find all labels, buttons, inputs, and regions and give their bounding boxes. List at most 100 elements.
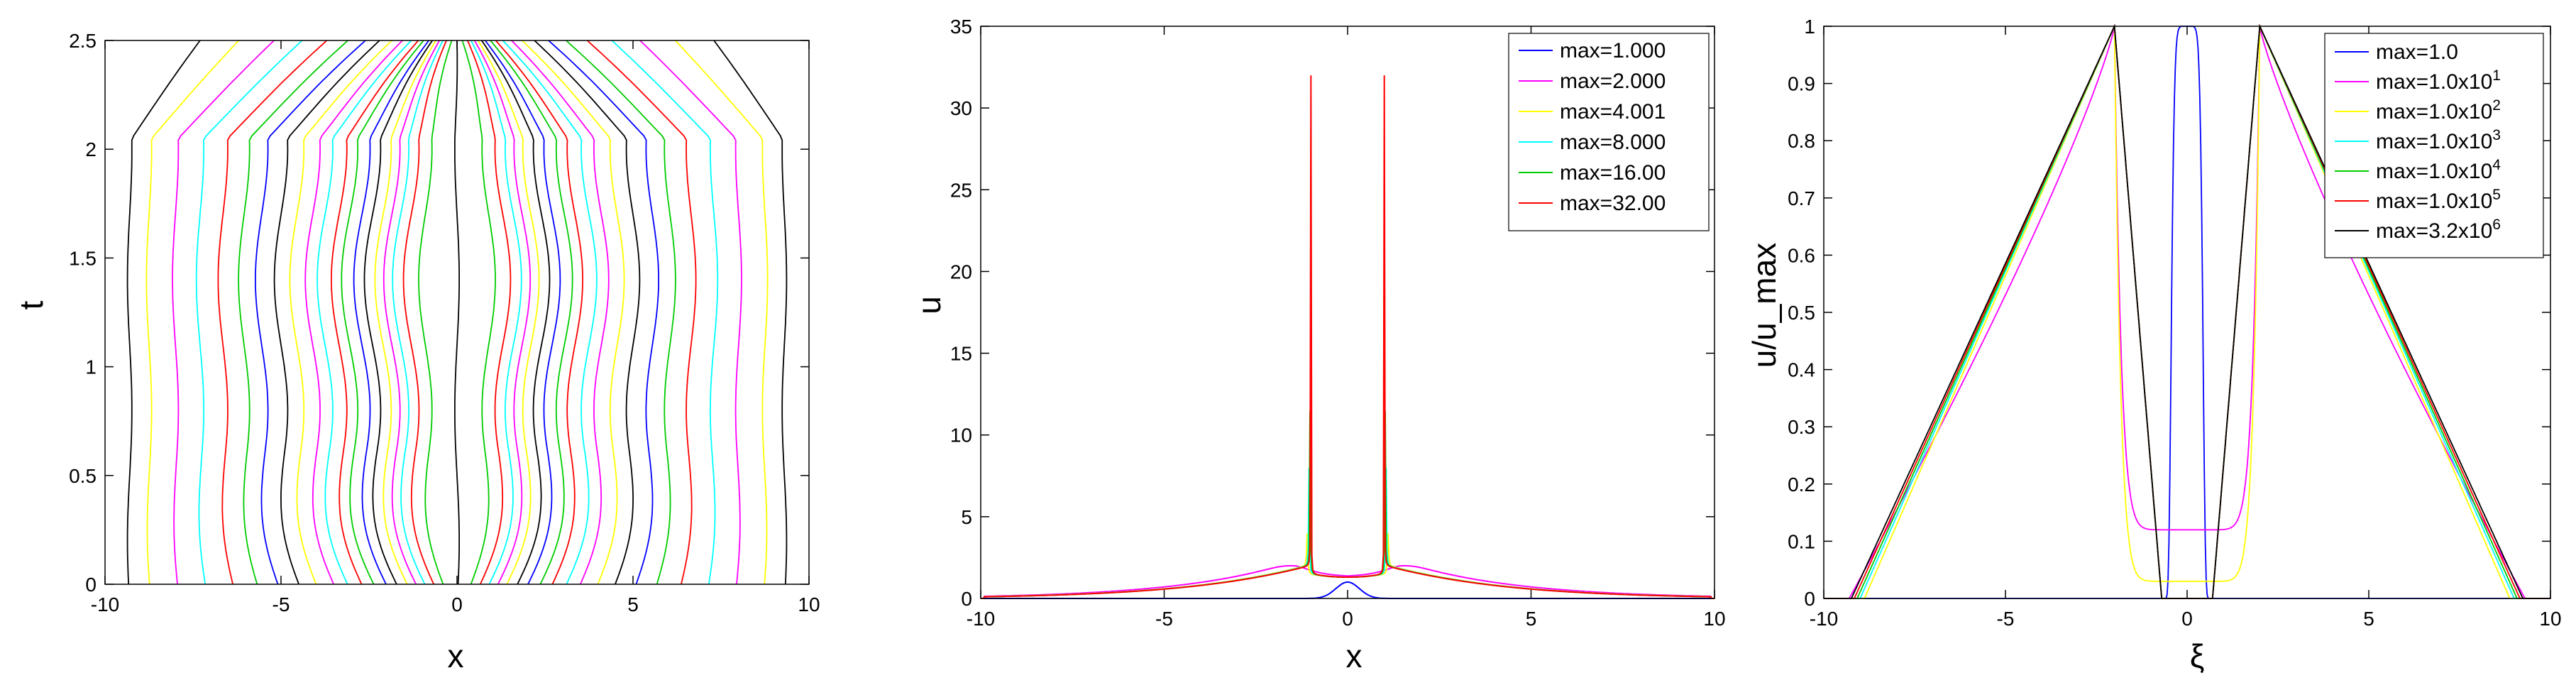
legend-label: max=32.00: [1560, 192, 1666, 215]
trajectory-line: [490, 40, 573, 585]
trajectory-line: [331, 40, 419, 585]
legend-label: max=1.0: [2376, 40, 2458, 64]
trajectory-line: [467, 40, 512, 585]
axes-frame: [1823, 26, 2551, 599]
trajectory-line: [674, 40, 769, 585]
y-tick-label: 20: [950, 261, 972, 283]
x-tick-label: 10: [1703, 608, 1725, 630]
trajectory-line: [255, 40, 366, 585]
solution-chart: -10 -5 0 5 10 0 5 10 15 20 25 30 35 max=1.000 max=2.00…: [950, 16, 1726, 630]
x-tick-label: -5: [1155, 608, 1173, 630]
x-tick-label: 0: [1342, 608, 1353, 630]
scaled-solution-chart: -10 -5 0 5 10 0 0.1 0.2 0.3 0.4 0.5 0.6 0.7 0.8 0.9 1 ma…: [1788, 16, 2562, 630]
y-tick-label: 0.5: [1788, 302, 1815, 324]
trajectory-line: [195, 40, 303, 585]
trajectory-line: [392, 40, 444, 585]
x-tick-label: 10: [798, 593, 820, 615]
legend-label: max=4.001: [1560, 100, 1666, 124]
y-tick-label: 0.2: [1788, 474, 1815, 496]
legend: [1508, 33, 1710, 231]
legend-label: max=1.0x104: [2376, 157, 2501, 183]
legend-label: max=1.0x105: [2376, 187, 2501, 213]
y-tick-label: 1.5: [69, 247, 97, 269]
axes-frame: [104, 40, 810, 585]
trajectory-line: [586, 40, 697, 585]
legend-label: max=8.000: [1560, 131, 1666, 154]
trajectory-line: [273, 40, 380, 585]
y-tick-label: 25: [950, 179, 972, 201]
y-tick-label: 30: [950, 97, 972, 119]
legend-label: max=1.000: [1560, 39, 1666, 62]
legend-label: max=1.0x103: [2376, 127, 2501, 153]
trajectory-line: [172, 40, 275, 585]
trajectory-line: [363, 40, 434, 585]
x-tick-label: 10: [2539, 608, 2561, 630]
trajectory-line: [374, 40, 436, 585]
chart2-ylabel: u: [910, 296, 947, 314]
trajectory-line: [304, 40, 403, 585]
trajectory-line: [713, 40, 788, 585]
y-tick-label: 0: [1804, 588, 1815, 610]
chart3-ylabel: u/u_max: [1746, 243, 1783, 368]
y-tick-label: 1: [1804, 16, 1815, 38]
chart3-xlabel: ξ: [2190, 637, 2205, 674]
trajectory-line: [341, 40, 424, 585]
trajectory-line: [461, 40, 496, 585]
trajectory-line: [639, 40, 742, 585]
y-tick-label: 1: [85, 356, 97, 378]
y-tick-label: 0.9: [1788, 73, 1815, 95]
series-line: [1824, 26, 2550, 599]
y-tick-label: 0.6: [1788, 244, 1815, 266]
axes-frame: [980, 26, 1715, 599]
trajectory-line: [145, 40, 240, 585]
x-tick-label: -5: [1997, 608, 2015, 630]
trajectory-line: [402, 40, 447, 585]
series-line: [1824, 26, 2550, 599]
y-tick-label: 10: [950, 425, 972, 447]
trajectory-line: [470, 40, 522, 585]
y-tick-label: 2.5: [69, 30, 97, 52]
y-tick-label: 15: [950, 343, 972, 365]
legend-label: max=1.0x101: [2376, 67, 2501, 94]
plot-area: [105, 40, 809, 584]
y-tick-label: 0.7: [1788, 187, 1815, 209]
x-tick-label: 5: [1526, 608, 1537, 630]
trajectory-line: [566, 40, 676, 585]
trajectory-line: [611, 40, 719, 585]
trajectory-line: [480, 40, 551, 585]
trajectory-line: [382, 40, 440, 585]
legend-label: max=3.2x106: [2376, 217, 2501, 243]
series-line: [981, 75, 1714, 599]
trajectory-chart: -10 -5 0 5 10 0 0.5 1 1.5 2 2.5: [69, 30, 820, 615]
chart2-xlabel: x: [1346, 637, 1363, 674]
trajectory-line: [317, 40, 412, 585]
x-tick-label: -10: [967, 608, 995, 630]
trajectory-line: [474, 40, 532, 585]
x-tick-label: -10: [1810, 608, 1838, 630]
trajectory-line: [534, 40, 641, 585]
x-tick-label: 5: [627, 593, 639, 615]
trajectory-line: [548, 40, 659, 585]
series-line: [981, 564, 1714, 599]
trajectory-line: [484, 40, 561, 585]
x-tick-label: -5: [273, 593, 290, 615]
legend-label: max=1.0x102: [2376, 97, 2501, 124]
trajectory-line: [522, 40, 625, 585]
y-tick-label: 35: [950, 16, 972, 38]
x-tick-label: -10: [91, 593, 119, 615]
chart1-ylabel: t: [13, 300, 50, 310]
y-tick-label: 0: [85, 574, 97, 596]
trajectory-line: [217, 40, 328, 585]
legend: [2324, 33, 2544, 258]
trajectory-line: [126, 40, 201, 585]
y-tick-label: 0.8: [1788, 130, 1815, 152]
trajectory-line: [478, 40, 540, 585]
y-tick-label: 0: [961, 588, 972, 610]
legend-label: max=16.00: [1560, 161, 1666, 185]
trajectory-line: [238, 40, 348, 585]
y-tick-label: 5: [961, 506, 972, 528]
y-tick-label: 0.5: [69, 465, 97, 487]
y-tick-label: 2: [85, 138, 97, 160]
y-tick-label: 0.4: [1788, 359, 1815, 381]
